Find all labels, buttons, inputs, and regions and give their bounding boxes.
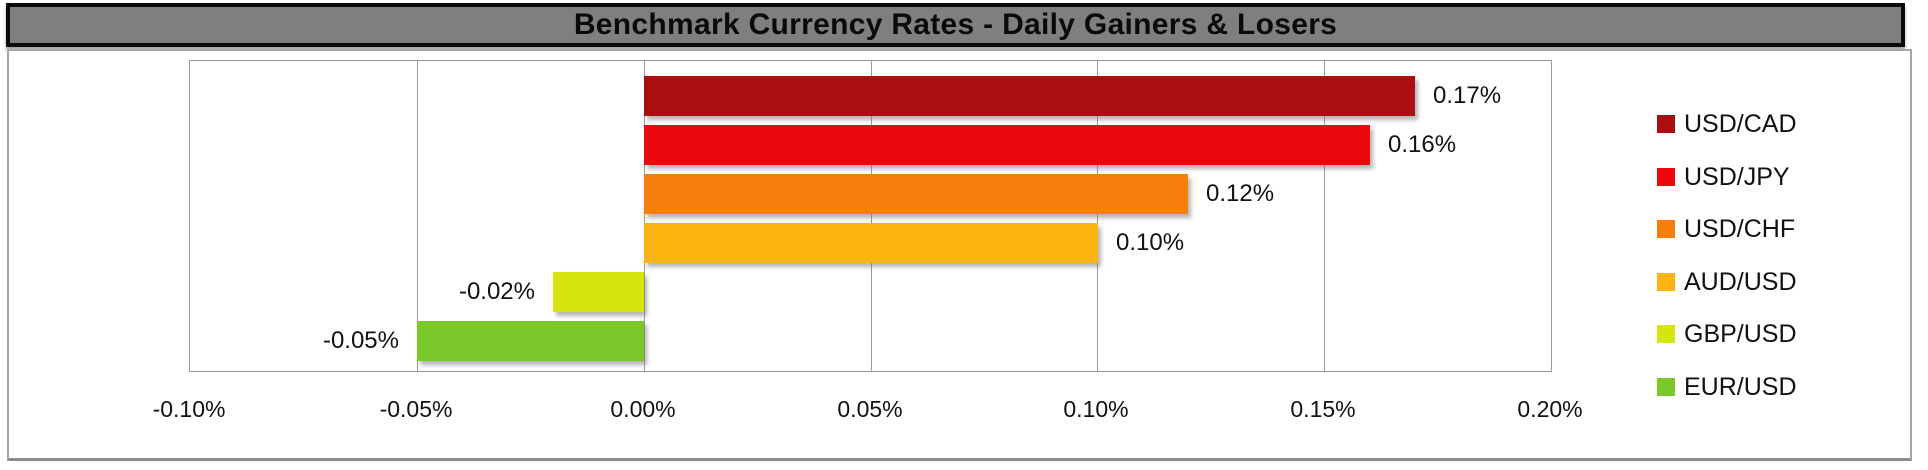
bar-usd-jpy <box>644 125 1370 165</box>
legend-swatch-icon <box>1657 378 1675 396</box>
bar-value-label: 0.10% <box>1116 229 1185 256</box>
legend-item-gbp-usd: GBP/USD <box>1657 319 1797 348</box>
gridline <box>417 61 418 371</box>
bar-value-label: 0.17% <box>1433 82 1502 109</box>
bar-gbp-usd <box>553 272 644 312</box>
legend-label: USD/CHF <box>1684 214 1796 243</box>
legend-item-usd-jpy: USD/JPY <box>1657 162 1790 191</box>
bar-value-label: 0.12% <box>1206 180 1275 207</box>
gridline <box>871 61 872 371</box>
legend-swatch-icon <box>1657 273 1675 291</box>
legend-label: GBP/USD <box>1684 319 1797 348</box>
plot-area: 0.17% 0.16% 0.12% 0.10% -0.02% -0.05% <box>189 60 1552 372</box>
bar-value-label: -0.02% <box>458 278 535 305</box>
chart-title-bar: Benchmark Currency Rates - Daily Gainers… <box>6 3 1905 47</box>
legend-item-usd-chf: USD/CHF <box>1657 214 1796 243</box>
x-tick-label: 0.15% <box>1290 396 1356 422</box>
chart-title: Benchmark Currency Rates - Daily Gainers… <box>573 8 1338 41</box>
x-tick-label: -0.05% <box>379 396 453 422</box>
legend-swatch-icon <box>1657 115 1675 133</box>
legend-label: AUD/USD <box>1684 267 1797 296</box>
legend-item-aud-usd: AUD/USD <box>1657 267 1797 296</box>
bar-usd-cad <box>644 76 1415 116</box>
x-tick-label: -0.10% <box>152 396 226 422</box>
bar-eur-usd <box>417 321 644 361</box>
legend-label: USD/JPY <box>1684 162 1790 191</box>
gridline <box>1324 61 1325 371</box>
legend-swatch-icon <box>1657 325 1675 343</box>
legend-label: USD/CAD <box>1684 109 1797 138</box>
chart-container: 0.17% 0.16% 0.12% 0.10% -0.02% -0.05% -0.10% -… <box>7 49 1912 461</box>
bar-value-label: 0.16% <box>1388 131 1457 158</box>
gridline <box>644 61 645 371</box>
legend-swatch-icon <box>1657 168 1675 186</box>
x-tick-label: 0.20% <box>1517 396 1583 422</box>
gridline <box>1097 61 1098 371</box>
legend-item-eur-usd: EUR/USD <box>1657 372 1797 401</box>
legend-item-usd-cad: USD/CAD <box>1657 109 1797 138</box>
legend-label: EUR/USD <box>1684 372 1797 401</box>
x-tick-label: 0.10% <box>1063 396 1129 422</box>
legend-swatch-icon <box>1657 220 1675 238</box>
bar-value-label: -0.05% <box>322 327 399 354</box>
bar-usd-chf <box>644 174 1188 214</box>
x-tick-label: 0.05% <box>837 396 903 422</box>
x-tick-label: 0.00% <box>610 396 676 422</box>
bar-aud-usd <box>644 223 1098 263</box>
